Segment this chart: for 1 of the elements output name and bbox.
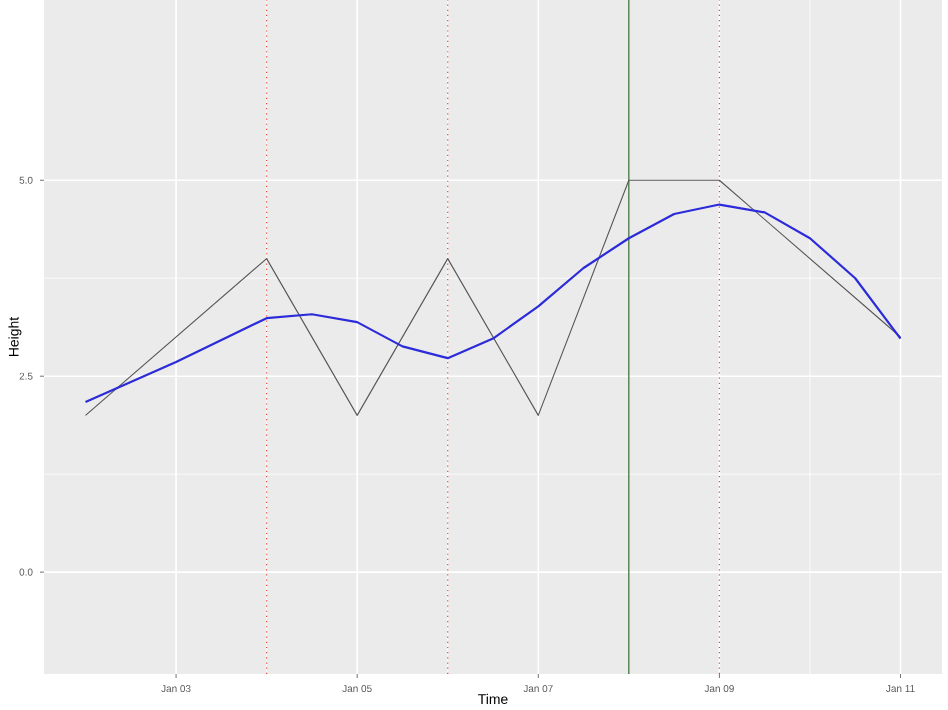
line-series xyxy=(84,179,902,416)
